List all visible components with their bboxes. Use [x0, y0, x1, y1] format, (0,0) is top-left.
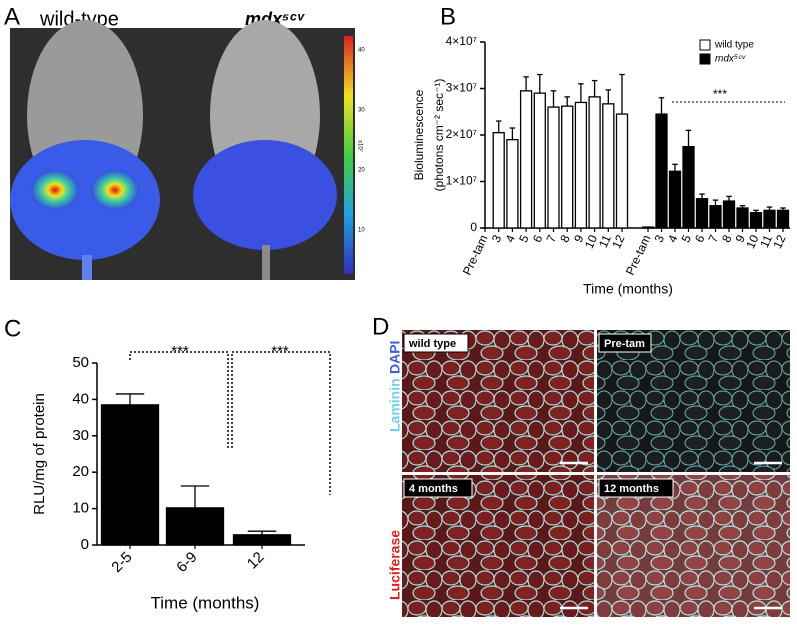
bar — [695, 198, 709, 229]
significance: *** — [271, 343, 289, 360]
legend-label: mdx⁵ᶜᵛ — [715, 54, 747, 65]
significance-brackets — [129, 351, 331, 495]
x-tick-label: 12 — [244, 549, 268, 573]
bar — [736, 207, 749, 229]
y-tick-label: 20 — [72, 463, 89, 480]
tail — [262, 245, 270, 280]
bar — [574, 101, 588, 229]
legend-swatch — [699, 53, 711, 65]
panel-letter: A — [4, 3, 20, 30]
x-tick-label: 11 — [757, 232, 775, 250]
label-box — [598, 478, 674, 498]
y-tick-label: 0 — [470, 220, 477, 234]
label-box — [403, 478, 473, 498]
bar — [492, 132, 505, 229]
bar — [749, 212, 763, 229]
y-tick-label: 30 — [72, 427, 89, 444]
y-tick-label: 40 — [72, 390, 89, 407]
panel-d: D wild type Pre-tam 4 months 12 months L… — [372, 313, 790, 617]
color-scale — [344, 36, 353, 274]
legend-swatch — [699, 39, 711, 51]
tail — [82, 255, 92, 280]
scale-bars — [560, 461, 782, 610]
bar — [165, 507, 225, 546]
bar — [519, 90, 533, 229]
label-box — [403, 333, 469, 353]
panel-letter: D — [372, 313, 389, 340]
bar — [668, 170, 682, 229]
scale-tick: 30 — [358, 108, 365, 114]
y-axis-title: (photons cm⁻² sec⁻¹) — [432, 79, 446, 192]
bar — [722, 200, 736, 229]
stain-label: Luciferase — [387, 530, 403, 600]
micrograph-label: 4 months — [409, 483, 458, 495]
scale-tick: 20 — [358, 168, 365, 174]
panel-a: A wild-type mdx⁵ᶜᵛ 40 30 20 10 x10⁷ — [4, 3, 365, 280]
signal — [31, 170, 79, 210]
y-tick-label: 1×10⁷ — [446, 174, 477, 188]
bar — [709, 205, 722, 229]
x-axis-title: Time (months) — [151, 593, 260, 612]
bar — [100, 404, 160, 546]
x-tick-label: 6-9 — [173, 549, 200, 576]
legend-label: wild type — [714, 40, 754, 51]
significance: *** — [171, 343, 189, 360]
y-tick-label: 50 — [72, 354, 89, 371]
x-tick-label: Pre-tam — [623, 233, 654, 278]
bar — [602, 103, 615, 229]
signal — [193, 140, 337, 250]
signal — [91, 170, 139, 210]
bar — [533, 92, 546, 229]
panel-letter: C — [4, 315, 21, 342]
bar — [763, 209, 776, 229]
y-axis-title: Bioluminescence — [412, 89, 426, 180]
micrograph — [597, 475, 790, 617]
bar — [588, 96, 601, 229]
x-tick-label: Pre-tam — [460, 233, 491, 278]
y-tick-label: 10 — [72, 500, 89, 517]
micrograph-label: Pre-tam — [604, 338, 645, 350]
label-box — [598, 333, 652, 353]
y-tick-label: 3×10⁷ — [446, 81, 477, 95]
x-tick-label: 10 — [743, 232, 761, 250]
signal — [10, 140, 160, 260]
bar — [615, 113, 629, 229]
y-tick-label: 2×10⁷ — [446, 127, 477, 141]
micrograph — [402, 475, 594, 617]
y-tick-label: 4×10⁷ — [446, 34, 477, 48]
micrograph — [402, 330, 594, 472]
bar — [776, 209, 790, 229]
y-axis-title: RLU/mg of protein — [31, 393, 48, 515]
bar — [655, 113, 668, 229]
stain-label: Laminin — [387, 378, 403, 432]
x-tick-label: 10 — [582, 232, 600, 250]
stain-label: DAPI — [387, 341, 403, 374]
scale-tick: 10 — [358, 228, 365, 234]
bar — [561, 105, 574, 229]
bar — [232, 534, 292, 546]
micrograph-label: wild type — [408, 338, 456, 350]
micrograph-label: 12 months — [604, 483, 659, 495]
bar — [641, 226, 655, 229]
scale-unit: x10⁷ — [356, 140, 363, 152]
y-tick-label: 0 — [81, 536, 89, 553]
bar — [682, 145, 695, 229]
panel-letter: B — [440, 3, 456, 30]
bar — [547, 106, 560, 229]
x-axis-title: Time (months) — [583, 281, 673, 297]
x-tick-label: 11 — [596, 232, 614, 250]
significance: *** — [713, 87, 727, 101]
bar — [506, 138, 519, 229]
x-tick-label: 12 — [609, 232, 627, 250]
scale-tick: 40 — [358, 48, 365, 54]
micrograph — [597, 330, 790, 472]
x-tick-label: 2-5 — [108, 549, 135, 576]
x-tick-label: 12 — [770, 232, 788, 250]
